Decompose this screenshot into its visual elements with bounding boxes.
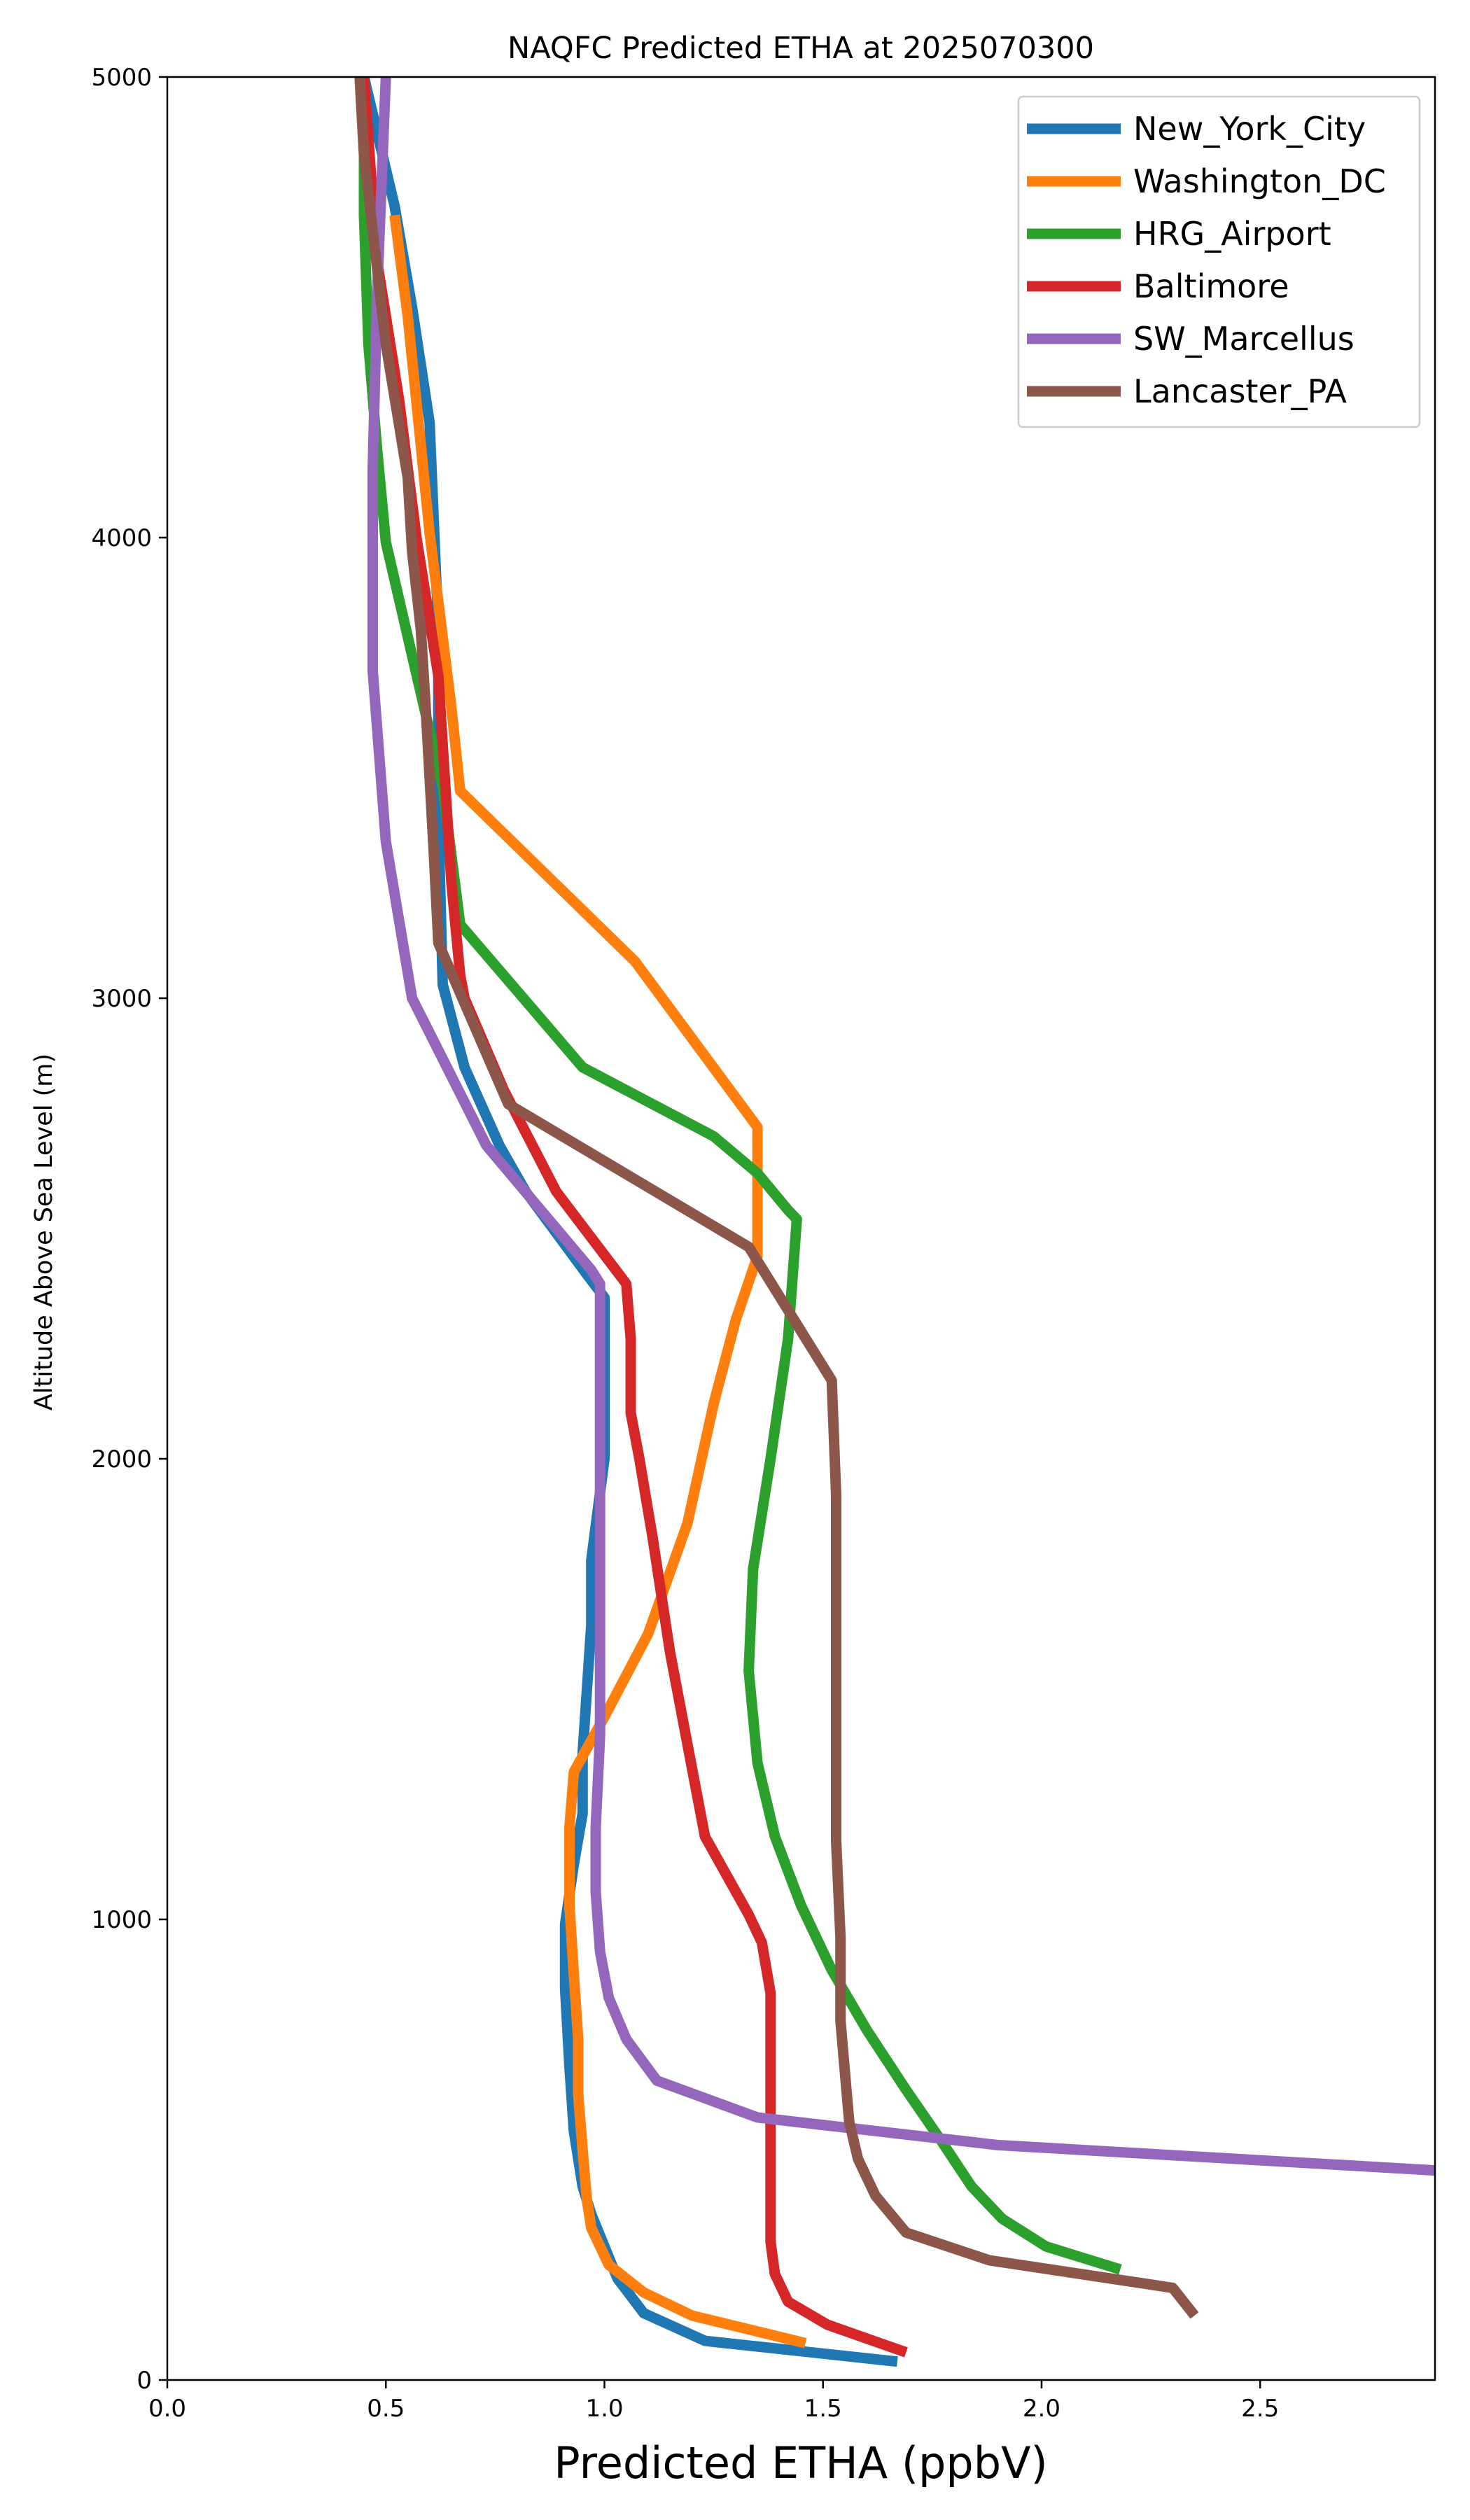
x-tick-label: 0.5	[367, 2395, 405, 2423]
series-line-sw-marcellus	[368, 77, 1435, 2176]
x-tick-label: 0.0	[148, 2395, 186, 2423]
y-tick-label: 5000	[91, 64, 152, 92]
series-line-hrg-airport	[358, 77, 1122, 2275]
y-tick-label: 4000	[91, 524, 152, 552]
axes-layer: 0.0 0.5 1.0 1.5 2.0 2.5 0 1000 2000 3000 4000 5000	[91, 64, 1436, 2423]
y-tick-label: 1000	[91, 1906, 152, 1934]
x-axis-label: Predicted ETHA (ppbV)	[554, 2437, 1047, 2488]
legend-entry-label: New_York_City	[1133, 110, 1366, 148]
plot-frame	[166, 76, 1436, 2381]
series-layer	[354, 77, 1435, 2367]
y-axis-label: Altitude Above Sea Level (m)	[30, 1054, 58, 1410]
legend-entry-label: SW_Marcellus	[1133, 320, 1354, 358]
legend: New_York_City Washington_DC HRG_Airport Bal…	[1017, 95, 1421, 428]
legend-entry-label: HRG_Airport	[1133, 215, 1331, 253]
legend-entry-label: Lancaster_PA	[1133, 372, 1347, 410]
x-tick-label: 1.0	[585, 2395, 623, 2423]
series-line-baltimore	[358, 77, 908, 2358]
y-tick-label: 0	[136, 2367, 152, 2395]
legend-entry-label: Baltimore	[1133, 267, 1289, 305]
series-line-washington-dc	[389, 214, 807, 2348]
x-tick-label: 2.5	[1241, 2395, 1279, 2423]
x-tick-label: 2.0	[1023, 2395, 1060, 2423]
x-tick-label: 1.5	[804, 2395, 842, 2423]
y-tick-label: 2000	[91, 1446, 152, 1474]
series-line-lancaster-pa	[354, 77, 1199, 2319]
y-tick-label: 3000	[91, 985, 152, 1013]
legend-entry-label: Washington_DC	[1133, 162, 1386, 200]
chart-title: NAQFC Predicted ETHA at 2025070300	[507, 31, 1094, 66]
